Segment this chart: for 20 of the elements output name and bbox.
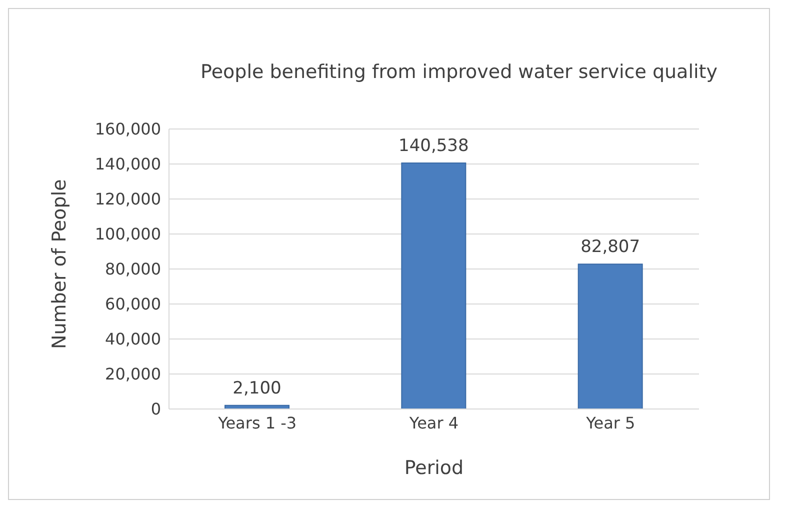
data-label: 82,807 [580,237,640,258]
y-tick-label: 140,000 [94,154,161,174]
bar [578,264,643,409]
y-tick-label: 40,000 [105,330,161,349]
data-label: 140,538 [398,136,469,156]
y-tick-label: 0 [150,400,161,419]
x-axis-title: Period [404,457,464,479]
y-tick-label: 100,000 [94,224,161,244]
x-tick-label: Year 5 [585,413,636,432]
y-tick-label: 80,000 [105,260,161,279]
x-tick-label: Years 1 -3 [217,413,297,432]
y-tick-label: 120,000 [94,190,161,209]
bar [401,162,466,409]
y-tick-label: 60,000 [105,294,161,314]
y-tick-label: 20,000 [105,364,161,384]
chart-title: People benefiting from improved water service quality [200,61,718,83]
data-label: 2,100 [232,378,282,398]
y-axis-title: Number of People [48,179,71,349]
y-tick-label: 160,000 [94,120,161,139]
x-tick-label: Year 4 [408,413,459,432]
